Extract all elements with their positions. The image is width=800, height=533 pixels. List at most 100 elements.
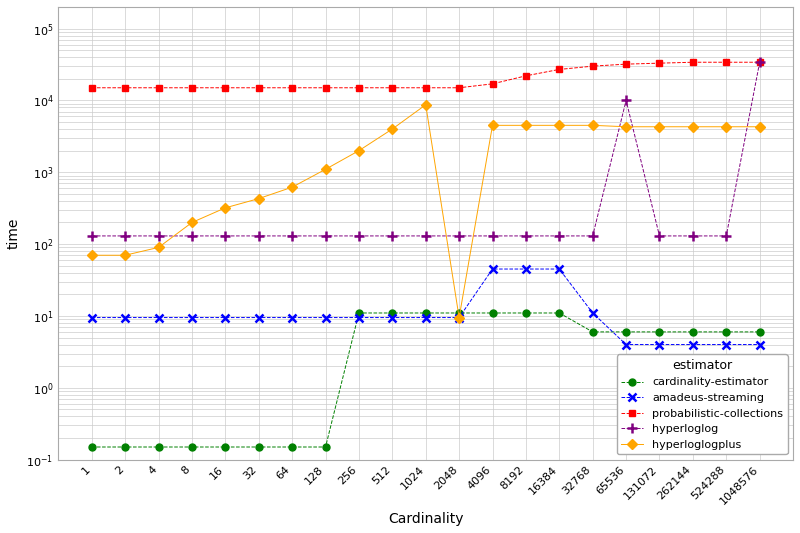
hyperloglogplus	[688, 124, 698, 130]
hyperloglogplus	[588, 122, 598, 128]
Line: hyperloglogplus: hyperloglogplus	[88, 101, 763, 321]
hyperloglog	[254, 233, 263, 239]
cardinality-estimator	[688, 329, 698, 335]
probabilistic-collections	[187, 85, 197, 91]
probabilistic-collections	[221, 85, 230, 91]
hyperloglog	[488, 233, 498, 239]
Y-axis label: time: time	[7, 217, 21, 249]
probabilistic-collections	[454, 85, 464, 91]
amadeus-streaming	[154, 314, 163, 321]
probabilistic-collections	[387, 85, 397, 91]
probabilistic-collections	[321, 85, 330, 91]
cardinality-estimator	[454, 310, 464, 316]
probabilistic-collections	[521, 72, 530, 79]
hyperloglogplus	[254, 196, 263, 202]
amadeus-streaming	[622, 341, 631, 348]
hyperloglog	[287, 233, 297, 239]
probabilistic-collections	[554, 66, 564, 72]
hyperloglogplus	[387, 126, 397, 132]
hyperloglog	[521, 233, 530, 239]
amadeus-streaming	[120, 314, 130, 321]
hyperloglog	[154, 233, 163, 239]
cardinality-estimator	[287, 444, 297, 450]
cardinality-estimator	[554, 310, 564, 316]
Line: amadeus-streaming: amadeus-streaming	[88, 265, 764, 349]
hyperloglog	[755, 59, 765, 66]
amadeus-streaming	[421, 314, 430, 321]
probabilistic-collections	[287, 85, 297, 91]
hyperloglog	[187, 233, 197, 239]
amadeus-streaming	[87, 314, 97, 321]
hyperloglog	[221, 233, 230, 239]
hyperloglogplus	[321, 166, 330, 173]
cardinality-estimator	[254, 444, 263, 450]
amadeus-streaming	[287, 314, 297, 321]
amadeus-streaming	[521, 266, 530, 272]
hyperloglogplus	[622, 124, 631, 130]
hyperloglogplus	[421, 102, 430, 108]
hyperloglogplus	[755, 124, 765, 130]
probabilistic-collections	[154, 85, 163, 91]
hyperloglog	[554, 233, 564, 239]
cardinality-estimator	[622, 329, 631, 335]
X-axis label: Cardinality: Cardinality	[388, 512, 463, 526]
cardinality-estimator	[722, 329, 731, 335]
hyperloglog	[387, 233, 397, 239]
hyperloglogplus	[120, 252, 130, 259]
Legend: cardinality-estimator, amadeus-streaming, probabilistic-collections, hyperloglog: cardinality-estimator, amadeus-streaming…	[617, 354, 787, 454]
cardinality-estimator	[387, 310, 397, 316]
amadeus-streaming	[454, 314, 464, 321]
cardinality-estimator	[120, 444, 130, 450]
probabilistic-collections	[755, 59, 765, 66]
cardinality-estimator	[755, 329, 765, 335]
probabilistic-collections	[354, 85, 364, 91]
cardinality-estimator	[421, 310, 430, 316]
hyperloglogplus	[287, 184, 297, 190]
probabilistic-collections	[120, 85, 130, 91]
hyperloglog	[588, 233, 598, 239]
Line: hyperloglog: hyperloglog	[87, 58, 765, 241]
hyperloglog	[120, 233, 130, 239]
cardinality-estimator	[187, 444, 197, 450]
amadeus-streaming	[187, 314, 197, 321]
amadeus-streaming	[488, 266, 498, 272]
hyperloglog	[87, 233, 97, 239]
hyperloglog	[688, 233, 698, 239]
amadeus-streaming	[554, 266, 564, 272]
hyperloglogplus	[154, 244, 163, 251]
probabilistic-collections	[87, 85, 97, 91]
Line: probabilistic-collections: probabilistic-collections	[88, 59, 763, 91]
hyperloglogplus	[454, 314, 464, 321]
probabilistic-collections	[688, 59, 698, 66]
amadeus-streaming	[254, 314, 263, 321]
cardinality-estimator	[488, 310, 498, 316]
probabilistic-collections	[622, 61, 631, 67]
cardinality-estimator	[154, 444, 163, 450]
amadeus-streaming	[688, 341, 698, 348]
hyperloglog	[421, 233, 430, 239]
hyperloglogplus	[87, 252, 97, 259]
probabilistic-collections	[588, 63, 598, 69]
hyperloglogplus	[654, 124, 664, 130]
amadeus-streaming	[354, 314, 364, 321]
amadeus-streaming	[722, 341, 731, 348]
amadeus-streaming	[588, 310, 598, 316]
amadeus-streaming	[755, 341, 765, 348]
amadeus-streaming	[321, 314, 330, 321]
hyperloglog	[622, 97, 631, 103]
probabilistic-collections	[421, 85, 430, 91]
cardinality-estimator	[221, 444, 230, 450]
hyperloglog	[454, 233, 464, 239]
probabilistic-collections	[654, 60, 664, 67]
hyperloglogplus	[187, 219, 197, 225]
hyperloglogplus	[722, 124, 731, 130]
hyperloglogplus	[221, 205, 230, 211]
hyperloglogplus	[521, 122, 530, 128]
amadeus-streaming	[654, 341, 664, 348]
hyperloglogplus	[354, 148, 364, 154]
probabilistic-collections	[488, 80, 498, 87]
probabilistic-collections	[722, 59, 731, 66]
amadeus-streaming	[387, 314, 397, 321]
hyperloglogplus	[488, 122, 498, 128]
hyperloglog	[654, 233, 664, 239]
